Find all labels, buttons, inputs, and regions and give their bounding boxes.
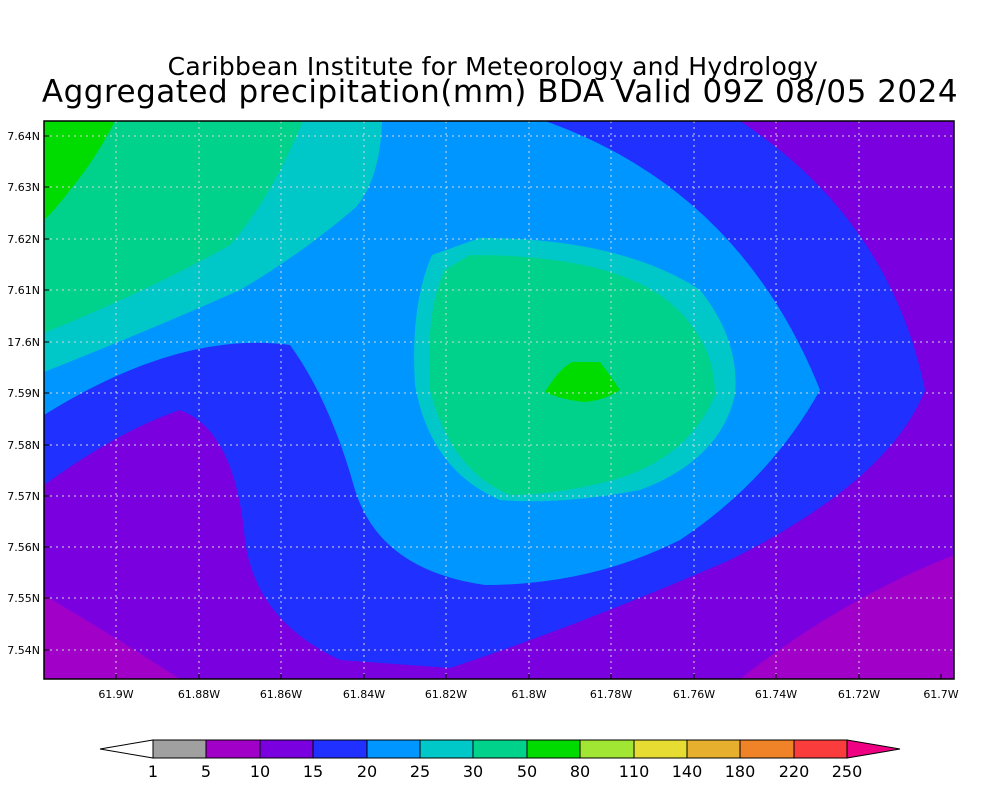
lat-label: 7.62N [7,233,40,246]
colorbar-segment [846,739,901,759]
colorbar-segment [472,739,528,759]
colorbar-segment [579,739,635,759]
lon-label: 61.74W [755,688,797,701]
lon-label: 61.86W [260,688,302,701]
colorbar-label: 10 [250,762,270,781]
colorbar-label: 110 [619,762,650,781]
lon-label: 61.84W [343,688,385,701]
grid-lines [44,121,954,679]
lon-label: 61.78W [590,688,632,701]
colorbar-label: 140 [672,762,703,781]
colorbar-label: 30 [463,762,483,781]
colorbar-segment [419,739,474,759]
lat-label: 7.64N [7,130,40,143]
colorbar-label: 50 [517,762,537,781]
colorbar-label: 5 [201,762,211,781]
lat-labels: 7.64N 7.63N 7.62N 7.61N 17.6N 7.59N 7.58… [7,130,40,657]
lat-label: 7.56N [7,541,40,554]
band-30-50 [44,121,303,333]
colorbar-label: 250 [832,762,863,781]
colorbar-label: 15 [303,762,323,781]
contour-fills [44,121,954,679]
lon-label: 61.7W [923,688,958,701]
colorbar-label: 25 [410,762,430,781]
colorbar-segment [633,739,688,759]
colorbar-label: 80 [570,762,590,781]
colorbar-label: 180 [725,762,756,781]
colorbar-segment [99,739,154,759]
chart-main-title: Aggregated precipitation(mm) BDA Valid 0… [41,74,959,110]
colorbar [99,739,901,759]
lon-label: 61.76W [673,688,715,701]
colorbar-segment [205,739,261,759]
lon-label: 61.88W [178,688,220,701]
colorbar-label: 1 [148,762,158,781]
lon-label: 61.9W [98,688,133,701]
lat-label: 7.59N [7,387,40,400]
lat-ticks [44,135,49,651]
colorbar-segment [526,739,581,759]
lat-label: 7.57N [7,490,40,503]
colorbar-segment [686,739,741,759]
plot-frame [43,120,955,680]
colorbar-label: 20 [357,762,377,781]
colorbar-segment [259,739,314,759]
lat-label: 7.63N [7,181,40,194]
colorbar-segment [366,739,421,759]
colorbar-segment [739,739,795,759]
lat-label: 7.61N [7,284,40,297]
lat-label: 17.6N [7,336,40,349]
colorbar-labels: 1 5 10 15 20 25 30 50 80 110 140 180 220… [148,762,862,781]
colorbar-label: 220 [779,762,810,781]
colorbar-segment [312,739,368,759]
lon-label: 61.82W [425,688,467,701]
band-50-80-center [545,362,620,402]
colorbar-segment [152,739,207,759]
lon-label: 61.72W [838,688,880,701]
lat-label: 7.58N [7,439,40,452]
lat-label: 7.54N [7,644,40,657]
chart-org-title: Caribbean Institute for Meteorology and … [167,52,819,81]
lon-labels: 61.9W 61.88W 61.86W 61.84W 61.82W 61.8W … [98,688,958,701]
lon-ticks [115,674,942,679]
lon-label: 61.8W [511,688,546,701]
lat-label: 7.55N [7,592,40,605]
colorbar-segment [793,739,848,759]
band-50-80 [44,121,115,220]
